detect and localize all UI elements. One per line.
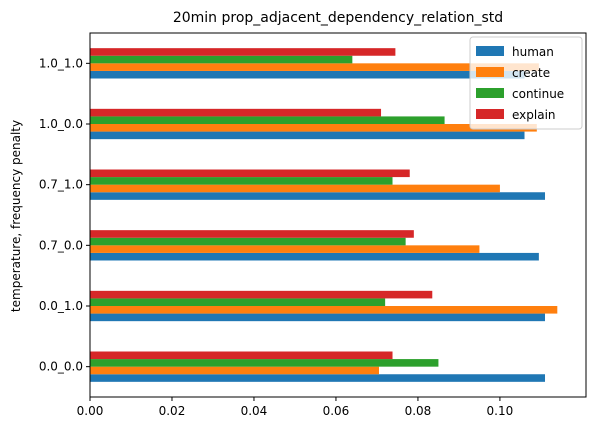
- bar-continue-1.0_1.0: [90, 55, 353, 64]
- x-tick-label: 0.04: [241, 404, 268, 418]
- bar-explain-0.0_1.0: [90, 290, 433, 299]
- bar-create-1.0_0.0: [90, 124, 537, 132]
- y-tick-label: 0.7_0.0: [39, 238, 83, 252]
- bar-create-1.0_1.0: [90, 63, 539, 71]
- bar-create-0.0_1.0: [90, 306, 558, 314]
- bar-create-0.7_1.0: [90, 184, 500, 193]
- legend-swatch-human: [476, 46, 504, 56]
- y-tick-label: 1.0_0.0: [39, 117, 83, 131]
- x-tick-label: 0.10: [487, 404, 514, 418]
- legend: human create continue explain: [469, 36, 583, 130]
- legend-swatch-create: [476, 67, 504, 77]
- legend-label-create: create: [512, 66, 550, 80]
- bar-create-0.7_0.0: [90, 245, 480, 253]
- bar-human-1.0_1.0: [90, 70, 525, 79]
- x-tick-label: 0.08: [405, 404, 432, 418]
- legend-swatch-continue: [476, 88, 504, 98]
- y-axis-label: temperature, frequency penalty: [9, 120, 23, 312]
- y-tick-label: 1.0_1.0: [39, 56, 83, 70]
- bar-explain-0.0_0.0: [90, 351, 393, 360]
- bar-explain-1.0_0.0: [90, 108, 382, 117]
- bar-explain-0.7_0.0: [90, 230, 414, 238]
- x-tick-label: 0.06: [323, 404, 350, 418]
- bar-human-1.0_0.0: [90, 131, 525, 140]
- bar-create-0.0_0.0: [90, 366, 379, 375]
- bar-explain-0.7_1.0: [90, 169, 410, 178]
- plot-frame: [89, 32, 587, 398]
- legend-label-human: human: [512, 45, 554, 59]
- bar-human-0.0_0.0: [90, 374, 546, 382]
- bar-explain-1.0_1.0: [90, 48, 396, 56]
- bar-continue-0.7_1.0: [90, 177, 393, 185]
- legend-label-explain: explain: [512, 108, 556, 122]
- legend-label-continue: continue: [512, 87, 564, 101]
- x-tick-label: 0.02: [159, 404, 186, 418]
- bar-continue-0.0_1.0: [90, 298, 386, 306]
- bar-human-0.7_1.0: [90, 192, 546, 200]
- plot-area: 0.0_0.0 0.0_1.0 0.7_0.0 0.7_1.0 1.0_0.0 1.0_1…: [39, 48, 558, 418]
- y-tick-label: 0.7_1.0: [39, 178, 83, 192]
- y-tick-label: 0.0_1.0: [39, 299, 83, 313]
- bar-human-0.7_0.0: [90, 252, 539, 261]
- bar-continue-0.7_0.0: [90, 237, 406, 246]
- legend-box: [469, 36, 583, 130]
- legend-swatch-explain: [476, 109, 504, 119]
- x-tick-label: 0.00: [77, 404, 104, 418]
- bar-continue-0.0_0.0: [90, 359, 439, 367]
- bar-human-0.0_1.0: [90, 313, 546, 322]
- y-tick-label: 0.0_0.0: [39, 360, 83, 374]
- chart-title: 20min prop_adjacent_dependency_relation_…: [173, 10, 503, 26]
- bar-continue-1.0_0.0: [90, 116, 445, 124]
